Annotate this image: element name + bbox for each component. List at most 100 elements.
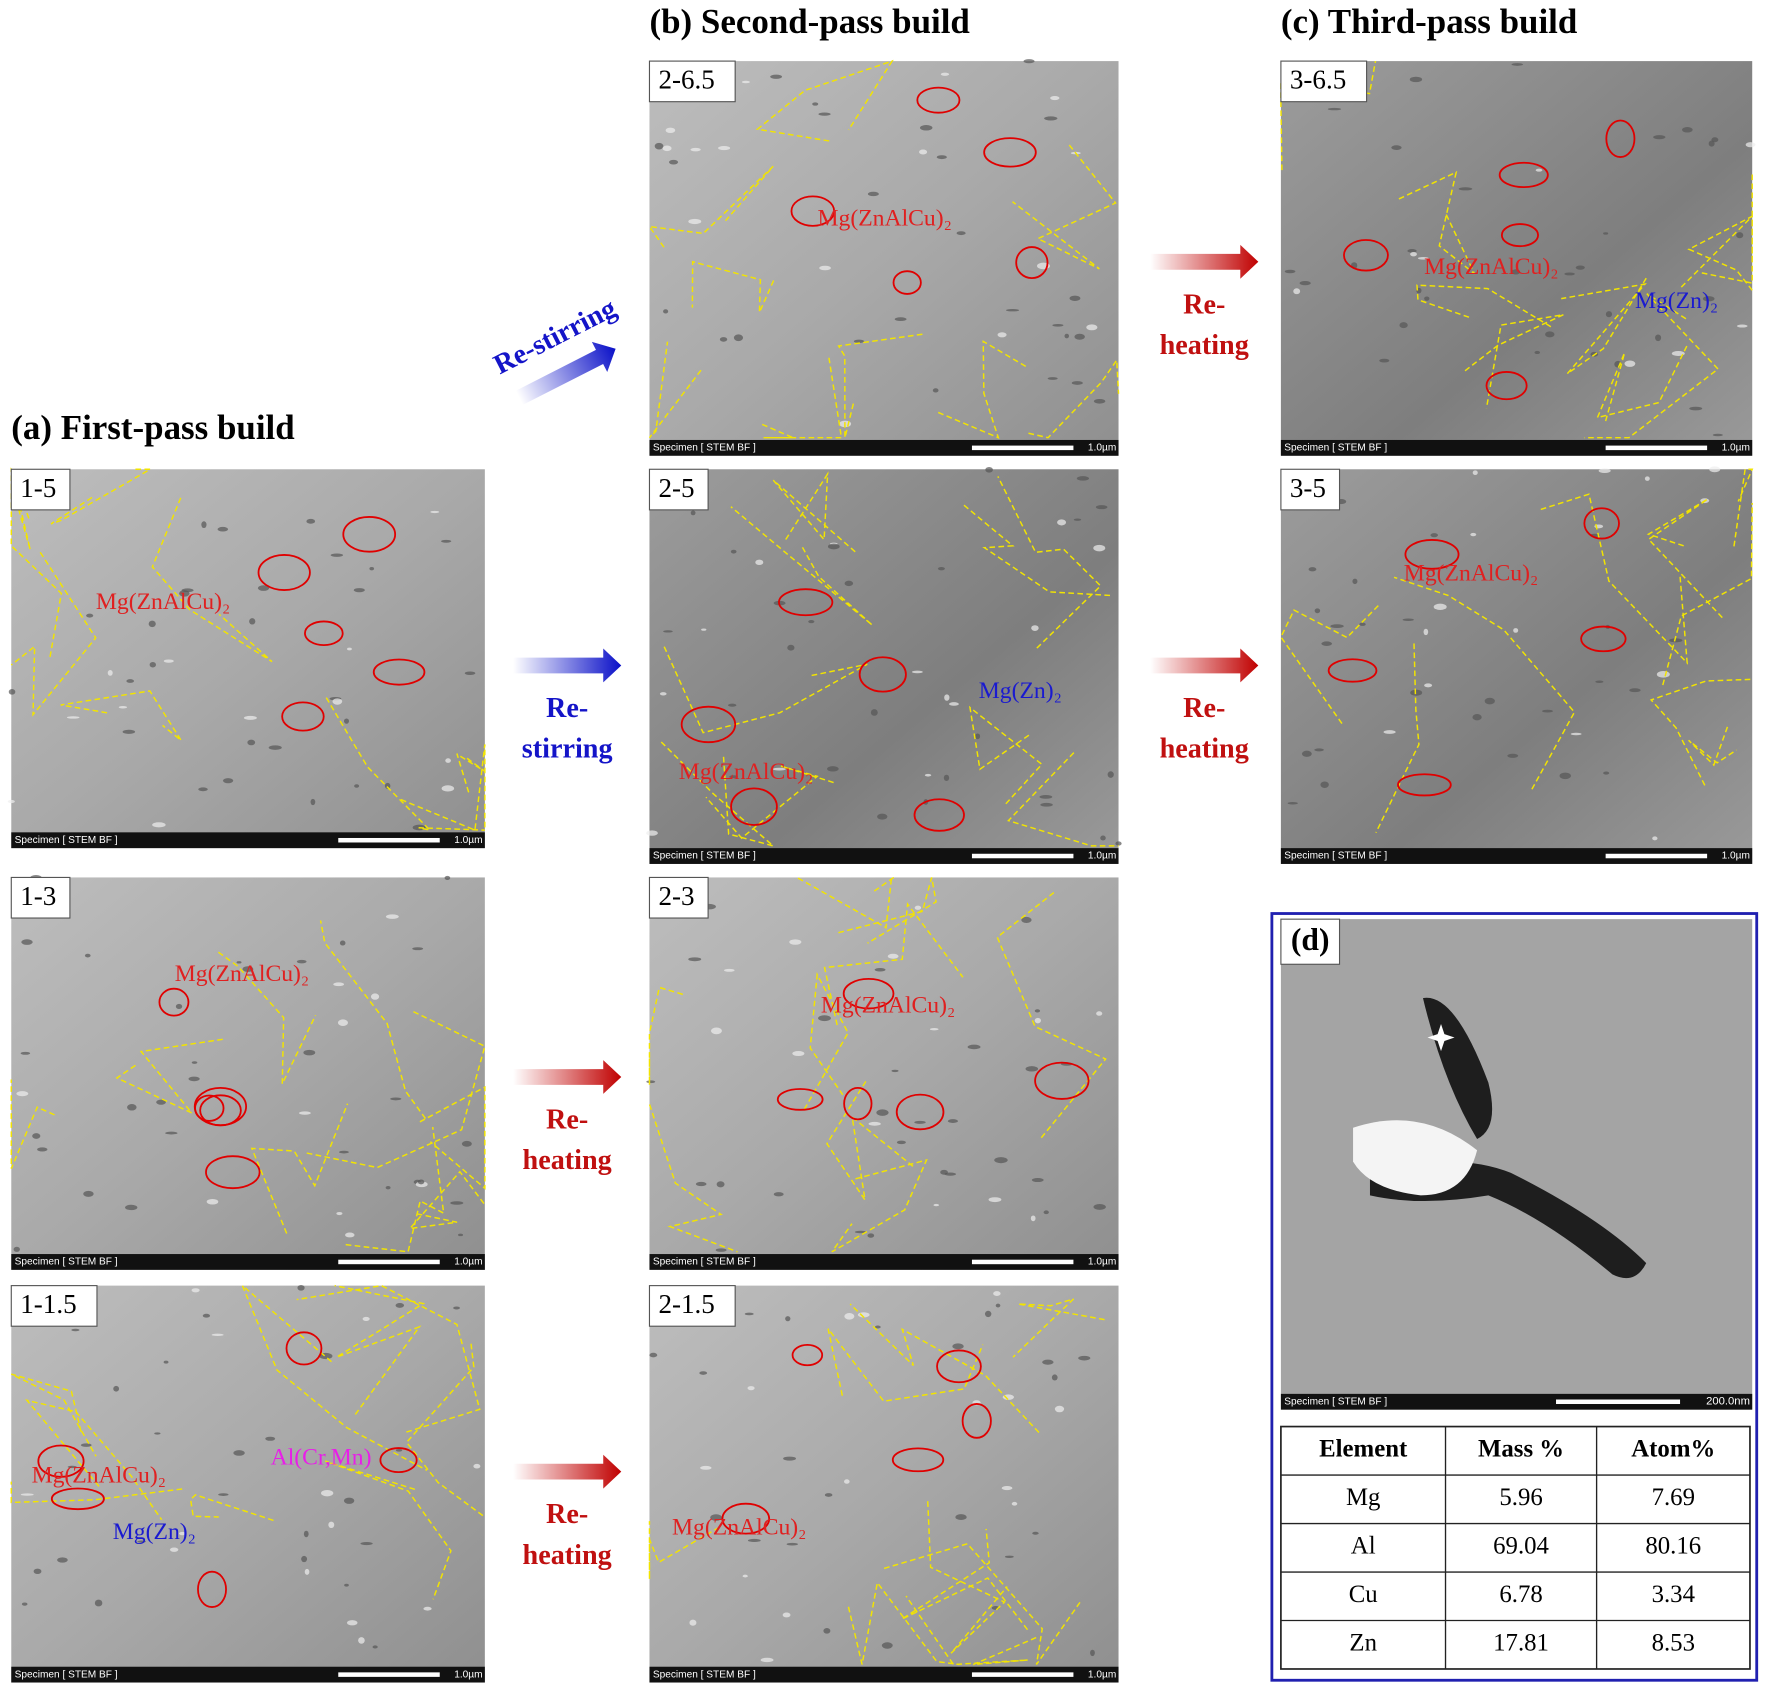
precipitate bbox=[94, 1599, 103, 1607]
precipitate bbox=[1399, 322, 1408, 329]
precipitate bbox=[16, 1091, 29, 1097]
grain-boundary bbox=[217, 951, 317, 1085]
grain-boundary bbox=[115, 1038, 223, 1114]
table-cell: Cu bbox=[1349, 1581, 1378, 1608]
highlight-ring bbox=[842, 977, 895, 1010]
precipitate bbox=[984, 1310, 992, 1318]
highlight-ring bbox=[1583, 507, 1620, 540]
phase-label: Mg(ZnAlCu)₂ bbox=[175, 961, 309, 987]
transition-arrow bbox=[515, 341, 616, 405]
grain-boundary bbox=[408, 1170, 486, 1230]
precipitate bbox=[188, 1076, 200, 1082]
table-cell: Zn bbox=[1349, 1629, 1377, 1656]
sample-label-box bbox=[648, 876, 709, 919]
precipitate bbox=[461, 1140, 472, 1147]
highlight-ring bbox=[379, 1447, 418, 1474]
transition-label: stirring bbox=[522, 734, 613, 765]
grain-boundary bbox=[647, 165, 774, 248]
sample-label: 1-1.5 bbox=[20, 1289, 76, 1319]
precipitate bbox=[249, 618, 256, 625]
grain-boundary bbox=[400, 744, 486, 832]
phase-label: Mg(ZnAlCu)₂ bbox=[96, 589, 230, 615]
micrograph bbox=[649, 1285, 1119, 1683]
precipitate bbox=[217, 526, 229, 532]
sample-label-box bbox=[10, 1285, 98, 1327]
precipitate bbox=[450, 1201, 464, 1205]
highlight-ring bbox=[843, 1086, 873, 1121]
precipitate bbox=[1603, 771, 1610, 775]
highlight-ring bbox=[721, 1502, 771, 1535]
transition-label: Re- bbox=[546, 1105, 588, 1136]
grain-boundary bbox=[325, 697, 485, 832]
precipitate bbox=[191, 1288, 200, 1293]
precipitate bbox=[441, 785, 455, 792]
precipitate bbox=[1407, 249, 1417, 253]
grain-boundary bbox=[1464, 313, 1564, 409]
precipitate bbox=[71, 1328, 80, 1332]
precipitate bbox=[1359, 622, 1366, 626]
precipitate bbox=[914, 1120, 926, 1124]
table-cell: 7.69 bbox=[1652, 1484, 1695, 1511]
micrograph bbox=[649, 877, 1119, 1270]
precipitate bbox=[1069, 295, 1081, 301]
precipitate bbox=[7, 799, 15, 804]
scale-bar bbox=[971, 1259, 1074, 1265]
precipitate bbox=[1051, 1374, 1058, 1381]
scale-label: 1.0µm bbox=[1088, 1669, 1116, 1680]
precipitate bbox=[710, 1514, 722, 1521]
table-cell: 8.53 bbox=[1652, 1629, 1695, 1656]
grain-boundary bbox=[659, 739, 774, 847]
precipitate bbox=[1511, 269, 1521, 275]
grain-boundary bbox=[419, 1085, 486, 1190]
precipitate bbox=[1047, 377, 1058, 380]
precipitate bbox=[1299, 280, 1311, 286]
highlight-ring bbox=[961, 1403, 992, 1439]
highlight-ring bbox=[892, 270, 922, 295]
precipitate bbox=[646, 830, 658, 836]
highlight-ring bbox=[1485, 371, 1528, 401]
precipitate bbox=[372, 1645, 378, 1649]
grain-boundary bbox=[296, 1284, 481, 1433]
micrograph bbox=[649, 61, 1119, 456]
scale-bar bbox=[1605, 445, 1708, 451]
precipitate bbox=[202, 1313, 211, 1318]
grain-boundary bbox=[25, 1399, 163, 1521]
source-label: Specimen [ STEM BF ] bbox=[15, 1669, 118, 1680]
precipitate bbox=[1025, 1066, 1039, 1072]
transition-label: heating bbox=[523, 1540, 612, 1571]
grain-boundary bbox=[961, 502, 1111, 597]
precipitate bbox=[156, 1099, 166, 1105]
precipitate bbox=[57, 1557, 68, 1563]
precipitate bbox=[430, 510, 440, 514]
grain-boundary bbox=[648, 1104, 738, 1253]
precipitate bbox=[257, 585, 270, 591]
precipitate bbox=[384, 782, 391, 789]
precipitate bbox=[343, 1497, 355, 1504]
grain-boundary bbox=[456, 753, 486, 794]
precipitate bbox=[67, 1465, 77, 1469]
precipitate bbox=[370, 993, 380, 1000]
precipitate bbox=[385, 914, 399, 919]
precipitate bbox=[347, 647, 352, 651]
precipitate bbox=[663, 309, 669, 314]
scale-label: 1.0µm bbox=[1088, 443, 1116, 454]
precipitate bbox=[1052, 323, 1064, 327]
grain-boundary bbox=[1701, 173, 1753, 285]
highlight-ring bbox=[791, 1343, 824, 1367]
grain-boundary bbox=[837, 333, 924, 438]
sample-label: 2-3 bbox=[658, 881, 694, 911]
grain-boundary bbox=[705, 765, 834, 840]
scale-bar bbox=[971, 1672, 1074, 1677]
precipitate bbox=[339, 940, 346, 946]
precipitate bbox=[345, 1232, 355, 1238]
precipitate bbox=[770, 74, 783, 79]
precipitate bbox=[1071, 381, 1083, 385]
precipitate bbox=[1653, 135, 1666, 140]
precipitate bbox=[783, 1456, 796, 1461]
source-label: Specimen [ STEM BF ] bbox=[15, 1257, 118, 1268]
transition-label: heating bbox=[1160, 330, 1249, 361]
precipitate bbox=[867, 191, 879, 197]
highlight-ring bbox=[790, 195, 836, 227]
transition-label: Re- bbox=[1183, 693, 1225, 724]
precipitate bbox=[1011, 1501, 1018, 1506]
